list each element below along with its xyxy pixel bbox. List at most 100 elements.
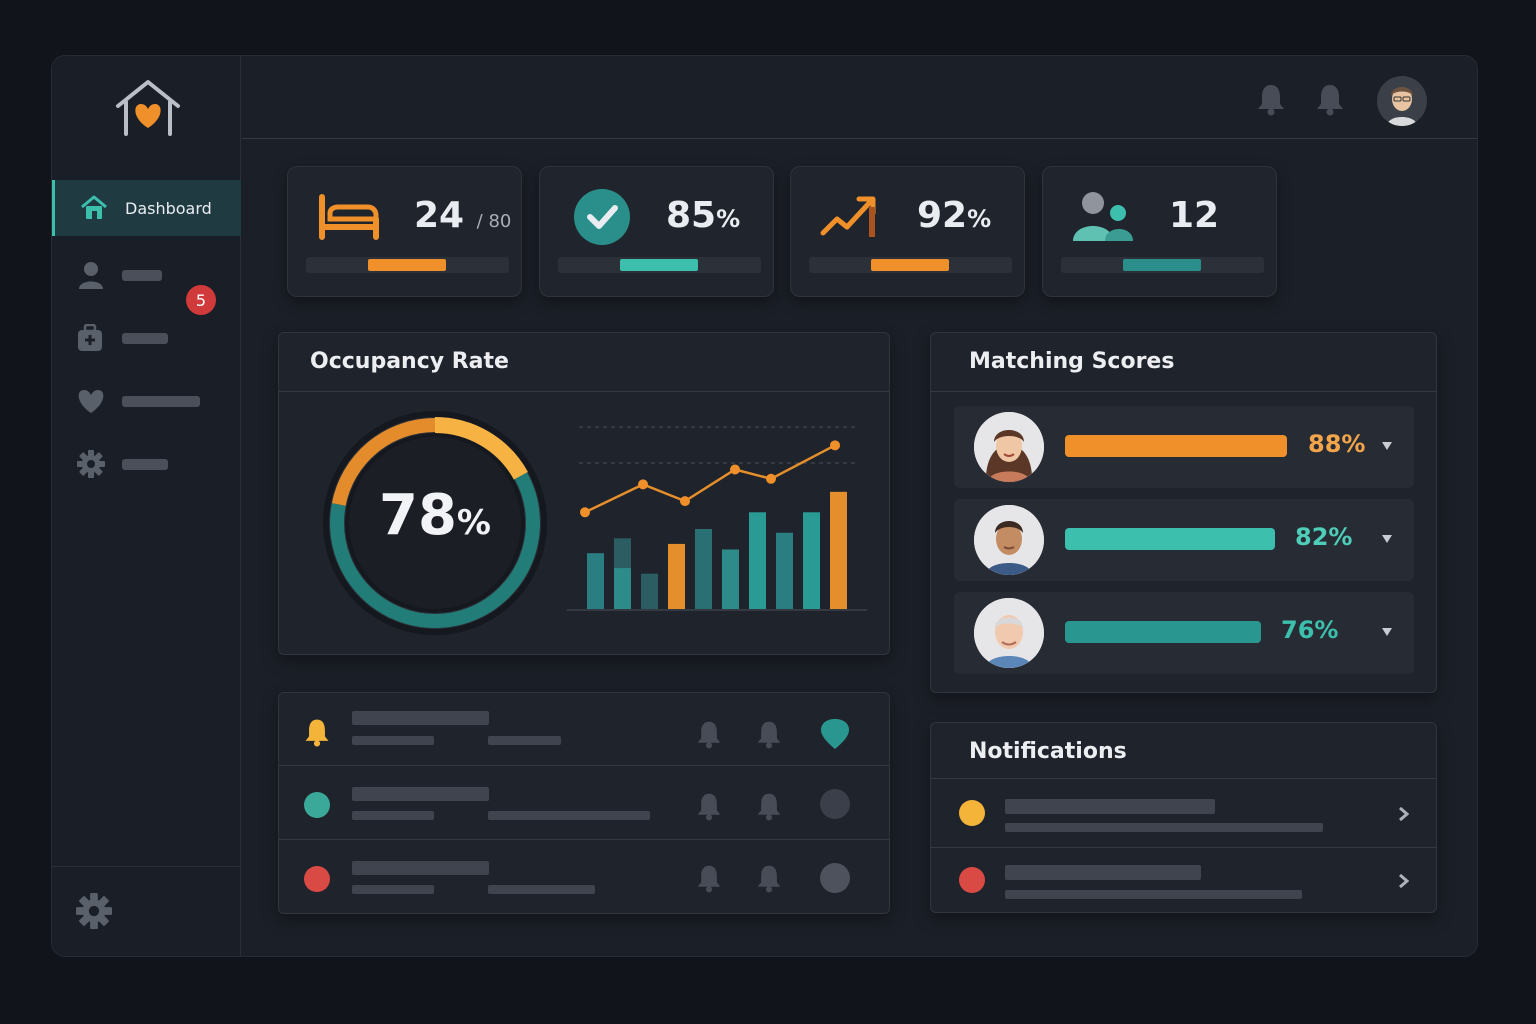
sidebar-item-placeholder bbox=[122, 269, 162, 281]
status-dot bbox=[304, 866, 330, 892]
divider bbox=[931, 778, 1436, 779]
placeholder-text bbox=[1005, 799, 1215, 814]
notifications-panel: Notifications bbox=[930, 722, 1437, 913]
bell-icon[interactable] bbox=[1255, 82, 1287, 116]
app-window: Dashboard 5 bbox=[51, 55, 1478, 957]
notification-item[interactable] bbox=[931, 779, 1438, 847]
occupancy-panel: Occupancy Rate 78% bbox=[278, 332, 890, 655]
stat-card-approval[interactable]: 85% bbox=[539, 166, 774, 297]
list-item[interactable] bbox=[279, 841, 890, 914]
chart-bar bbox=[722, 549, 739, 609]
sidebar-item-care[interactable] bbox=[52, 373, 241, 429]
divider bbox=[279, 391, 889, 392]
medical-bag-icon bbox=[76, 323, 106, 353]
gear-icon bbox=[76, 449, 106, 479]
status-dot bbox=[959, 867, 985, 893]
stat-value: 12 bbox=[1169, 195, 1220, 236]
bell-icon[interactable] bbox=[695, 791, 723, 821]
chart-bar bbox=[695, 529, 712, 609]
check-circle-icon bbox=[574, 189, 630, 245]
chart-bar bbox=[587, 553, 604, 609]
sidebar-item-placeholder bbox=[122, 395, 200, 407]
sidebar-item-medical[interactable] bbox=[52, 310, 241, 366]
placeholder-text bbox=[352, 861, 489, 875]
home-icon bbox=[79, 193, 109, 223]
sidebar-item-placeholder bbox=[122, 332, 168, 344]
chart-point bbox=[638, 479, 648, 490]
chart-point bbox=[766, 473, 776, 484]
status-dot bbox=[304, 792, 330, 818]
chart-point bbox=[680, 496, 690, 507]
placeholder-text bbox=[488, 885, 595, 894]
sidebar-item-users[interactable] bbox=[52, 247, 241, 303]
woman-avatar bbox=[974, 412, 1044, 482]
status-circle[interactable] bbox=[820, 863, 850, 893]
match-score-value: 82% bbox=[1295, 523, 1353, 551]
bell-icon[interactable] bbox=[695, 863, 723, 893]
sidebar-item-label: Dashboard bbox=[125, 198, 212, 218]
chart-point bbox=[830, 440, 840, 451]
occupancy-chart bbox=[567, 426, 867, 611]
placeholder-text bbox=[488, 811, 650, 820]
list-item[interactable] bbox=[279, 693, 890, 766]
sidebar: Dashboard 5 bbox=[52, 56, 241, 956]
panel-title: Occupancy Rate bbox=[310, 349, 509, 374]
user-avatar[interactable] bbox=[1377, 76, 1427, 126]
list-item[interactable] bbox=[279, 767, 890, 840]
caret-down-icon[interactable] bbox=[1382, 442, 1392, 450]
match-row[interactable]: 88% bbox=[954, 406, 1414, 488]
divider bbox=[931, 847, 1436, 848]
gauge-value: 78% bbox=[378, 483, 491, 548]
stat-progress-track bbox=[558, 257, 761, 273]
chart-bar bbox=[776, 532, 793, 609]
chart-bar bbox=[803, 512, 820, 609]
stat-progress-track bbox=[809, 257, 1012, 273]
user-icon bbox=[76, 260, 106, 290]
senior-man-avatar bbox=[974, 598, 1044, 668]
matching-panel: Matching Scores 88% 82% 76% bbox=[930, 332, 1437, 693]
notification-badge: 5 bbox=[186, 285, 216, 315]
chart-bar bbox=[668, 543, 685, 609]
bell-icon[interactable] bbox=[755, 791, 783, 821]
placeholder-text bbox=[352, 811, 434, 820]
chevron-right-icon[interactable] bbox=[1397, 874, 1409, 888]
location-pin-icon[interactable] bbox=[820, 718, 850, 750]
caret-down-icon[interactable] bbox=[1382, 628, 1392, 636]
stat-card-beds[interactable]: 24 / 80 bbox=[287, 166, 522, 297]
match-row[interactable]: 76% bbox=[954, 592, 1414, 674]
stat-progress-track bbox=[1061, 257, 1264, 273]
stat-progress-fill bbox=[1123, 259, 1201, 271]
chevron-right-icon[interactable] bbox=[1397, 807, 1409, 821]
house-heart-logo[interactable] bbox=[112, 78, 184, 140]
bell-icon[interactable] bbox=[695, 719, 723, 749]
top-bar bbox=[242, 56, 1477, 139]
stat-progress-fill bbox=[368, 259, 446, 271]
stat-value: 85% bbox=[666, 195, 741, 236]
placeholder-text bbox=[352, 711, 489, 725]
chart-bar bbox=[830, 491, 847, 609]
notification-item[interactable] bbox=[931, 848, 1438, 916]
users-icon bbox=[1073, 192, 1133, 241]
stat-card-residents[interactable]: 12 bbox=[1042, 166, 1277, 297]
status-circle[interactable] bbox=[820, 789, 850, 819]
activity-panel bbox=[278, 692, 890, 914]
bell-icon[interactable] bbox=[755, 863, 783, 893]
match-score-bar bbox=[1065, 528, 1275, 550]
caret-down-icon[interactable] bbox=[1382, 535, 1392, 543]
man-avatar bbox=[974, 505, 1044, 575]
sidebar-item-settings[interactable] bbox=[52, 436, 241, 492]
stat-progress-fill bbox=[620, 259, 698, 271]
bell-icon[interactable] bbox=[1314, 82, 1346, 116]
gear-icon[interactable] bbox=[76, 893, 112, 929]
stat-value: 24 / 80 bbox=[414, 195, 512, 236]
match-score-value: 76% bbox=[1281, 616, 1339, 644]
stat-card-trend[interactable]: 92% bbox=[790, 166, 1025, 297]
placeholder-text bbox=[352, 885, 434, 894]
sidebar-item-dashboard[interactable]: Dashboard bbox=[52, 180, 241, 236]
chart-bar bbox=[641, 573, 658, 609]
bed-icon bbox=[319, 194, 379, 240]
bell-icon[interactable] bbox=[755, 719, 783, 749]
placeholder-text bbox=[1005, 823, 1323, 832]
match-row[interactable]: 82% bbox=[954, 499, 1414, 581]
chart-bar-segment bbox=[614, 568, 631, 609]
